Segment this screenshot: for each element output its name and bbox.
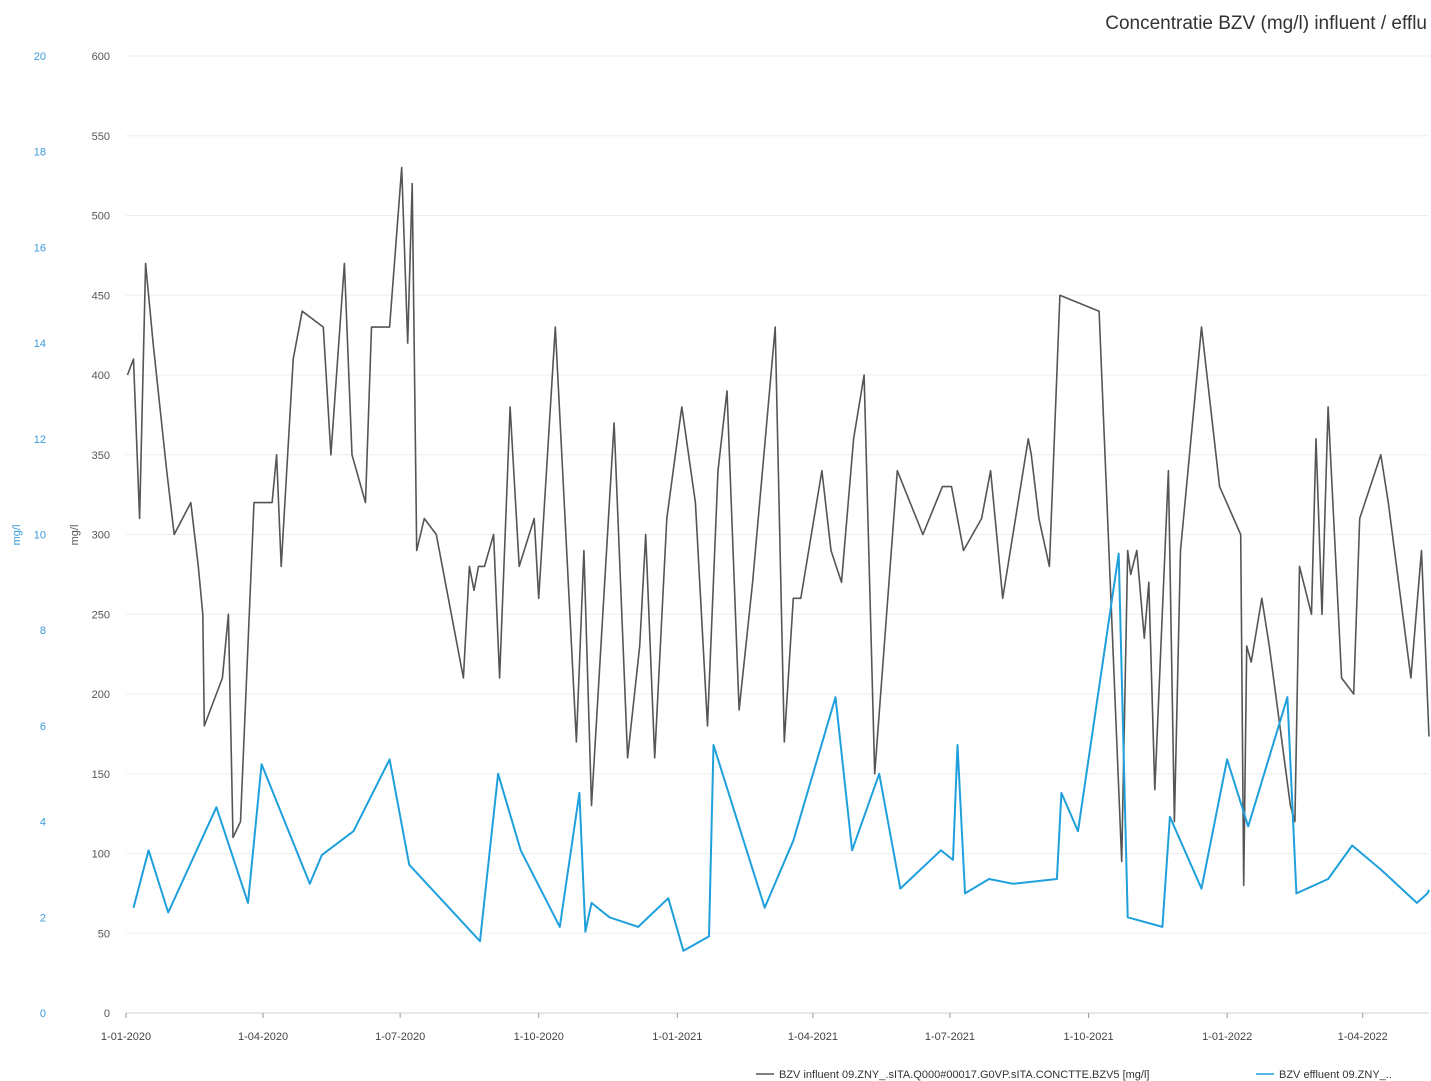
x-tick-label: 1-07-2021 <box>925 1031 975 1043</box>
y-tick-label-right: 8 <box>40 625 46 637</box>
right-y-axis: 0 2 4 6 8 10 12 14 16 18 20 <box>34 51 46 1020</box>
y-tick-label-left: 450 <box>92 290 110 302</box>
y-tick-label-left: 50 <box>98 928 110 940</box>
x-tick-label: 1-04-2022 <box>1338 1031 1388 1043</box>
x-tick-label: 1-07-2020 <box>375 1031 425 1043</box>
x-tick-label: 1-01-2020 <box>101 1031 151 1043</box>
y-tick-label-left: 600 <box>92 51 110 63</box>
legend-effluent[interactable]: BZV effluent 09.ZNY_.. <box>1279 1069 1392 1081</box>
y-tick-label-left: 250 <box>92 609 110 621</box>
y-tick-label-right: 18 <box>34 147 46 159</box>
gridlines <box>126 55 1429 1014</box>
x-axis: 1-01-2020 1-04-2020 1-07-2020 1-10-2020 1-01… <box>101 1013 1388 1043</box>
x-tick-label: 1-10-2020 <box>514 1031 564 1043</box>
legend-influent[interactable]: BZV influent 09.ZNY_.sITA.Q000#00017.G0V… <box>779 1069 1149 1081</box>
right-y-axis-label: mg/l <box>11 525 23 546</box>
y-tick-label-right: 20 <box>34 51 46 63</box>
x-tick-label: 1-10-2021 <box>1063 1031 1113 1043</box>
x-tick-label: 1-01-2022 <box>1202 1031 1252 1043</box>
y-tick-label-right: 0 <box>40 1008 46 1020</box>
legend: BZV influent 09.ZNY_.sITA.Q000#00017.G0V… <box>756 1069 1392 1081</box>
y-tick-label-left: 150 <box>92 769 110 781</box>
y-tick-label-right: 2 <box>40 912 46 924</box>
y-tick-label-left: 350 <box>92 450 110 462</box>
y-tick-label-left: 500 <box>92 211 110 223</box>
x-tick-label: 1-04-2021 <box>788 1031 838 1043</box>
chart-title: Concentratie BZV (mg/l) influent / efflu <box>1105 13 1427 34</box>
series-lines <box>126 166 1430 952</box>
left-y-axis: 0 50 100 150 200 250 300 350 400 450 500 550 600 <box>92 51 110 1020</box>
left-y-axis-label: mg/l <box>69 525 81 546</box>
x-tick-label: 1-04-2020 <box>238 1031 288 1043</box>
y-tick-label-left: 550 <box>92 131 110 143</box>
y-tick-label-right: 12 <box>34 434 46 446</box>
y-tick-label-right: 4 <box>40 817 46 829</box>
y-tick-label-right: 16 <box>34 242 46 254</box>
y-tick-label-right: 10 <box>34 530 46 542</box>
y-tick-label-left: 0 <box>104 1008 110 1020</box>
y-tick-label-right: 6 <box>40 721 46 733</box>
y-tick-label-left: 400 <box>92 370 110 382</box>
y-tick-label-left: 100 <box>92 849 110 861</box>
series-line-influent <box>126 166 1430 887</box>
y-tick-label-right: 14 <box>34 338 46 350</box>
series-line-effluent <box>132 552 1430 952</box>
x-tick-label: 1-01-2021 <box>652 1031 702 1043</box>
y-tick-label-left: 200 <box>92 689 110 701</box>
y-tick-label-left: 300 <box>92 530 110 542</box>
